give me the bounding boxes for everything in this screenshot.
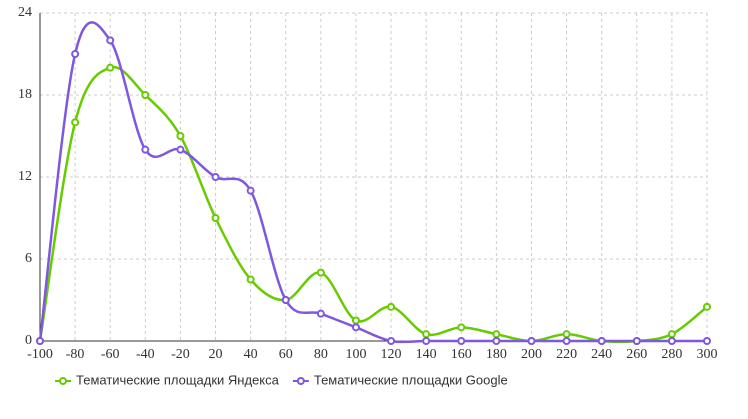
x-tick-label: 260 <box>626 347 647 362</box>
x-tick-label: 140 <box>416 347 437 362</box>
x-tick-label: 220 <box>556 347 577 362</box>
point <box>667 330 676 339</box>
point <box>351 323 360 332</box>
point <box>71 50 80 58</box>
point <box>141 145 150 154</box>
point <box>457 337 466 345</box>
legend-item: Тематические площадки Google <box>292 372 508 387</box>
x-tick-label: 60 <box>279 347 293 362</box>
point <box>141 91 150 99</box>
x-tick-label: -60 <box>101 347 120 362</box>
legend-marker <box>296 377 305 385</box>
point <box>176 132 185 140</box>
point <box>492 337 501 345</box>
legend-label: Тематические площадки Яндекса <box>76 372 280 387</box>
point <box>597 337 606 345</box>
y-tick-label: 12 <box>18 169 32 184</box>
point <box>176 145 185 154</box>
series-line <box>38 21 707 344</box>
point <box>71 118 80 127</box>
series-line <box>38 65 708 344</box>
point <box>562 330 571 339</box>
legend-item: Тематические площадки Яндекса <box>55 372 280 387</box>
x-tick-label: -40 <box>136 347 155 362</box>
point <box>527 337 536 345</box>
y-tick-label: 24 <box>18 5 32 20</box>
point <box>351 316 360 325</box>
point <box>246 275 255 284</box>
point <box>422 337 431 345</box>
point <box>562 337 571 345</box>
point <box>387 337 396 345</box>
point <box>667 337 676 345</box>
point <box>632 337 641 345</box>
point <box>422 330 431 339</box>
y-tick-label: 0 <box>25 333 32 348</box>
x-tick-label: 20 <box>209 347 223 362</box>
x-tick-label: 240 <box>591 347 612 362</box>
point <box>106 63 115 72</box>
point <box>106 36 115 45</box>
y-tick-label: 18 <box>18 87 32 102</box>
y-tick-label: 6 <box>25 251 32 266</box>
point <box>316 268 325 277</box>
x-tick-label: -80 <box>66 347 85 362</box>
point <box>36 337 44 345</box>
x-tick-label: -20 <box>171 347 190 362</box>
point <box>387 302 396 311</box>
x-tick-label: 120 <box>381 347 402 362</box>
point <box>703 302 711 311</box>
legend-label: Тематические площадки Google <box>314 372 508 387</box>
point <box>492 330 501 339</box>
x-tick-label: -100 <box>27 347 53 362</box>
point <box>703 337 711 345</box>
x-tick-label: 100 <box>345 347 366 362</box>
point <box>457 323 466 332</box>
x-tick-label: 300 <box>697 347 718 362</box>
x-tick-label: 160 <box>451 347 472 362</box>
x-tick-label: 40 <box>244 347 258 362</box>
point <box>211 214 220 222</box>
point <box>281 296 290 304</box>
point <box>246 186 255 195</box>
x-tick-label: 200 <box>521 347 542 362</box>
x-tick-label: 80 <box>314 347 328 362</box>
x-tick-label: 180 <box>486 347 507 362</box>
legend-marker <box>59 377 67 385</box>
x-tick-label: 280 <box>661 347 682 362</box>
point <box>211 173 220 181</box>
point <box>316 309 325 318</box>
